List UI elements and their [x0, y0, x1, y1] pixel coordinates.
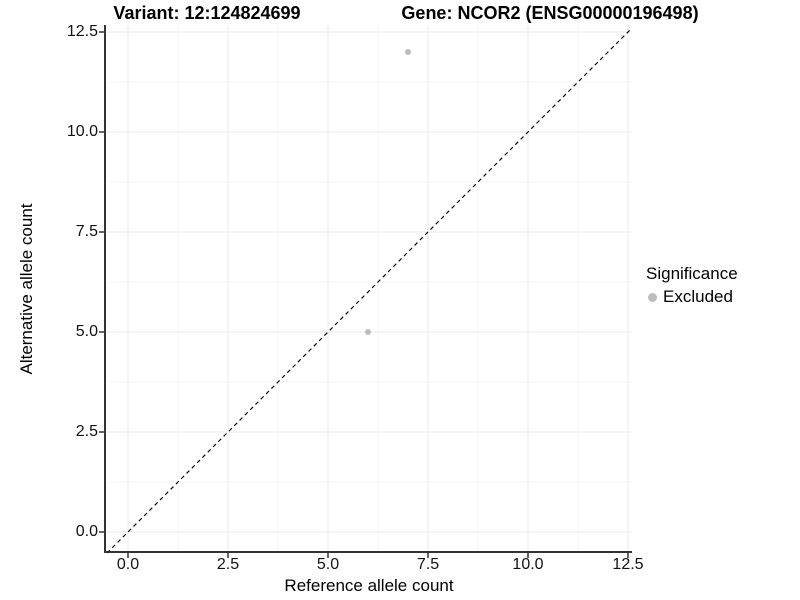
y-tick-label: 5.0: [75, 323, 98, 340]
x-axis-title: Reference allele count: [284, 576, 454, 595]
x-tick-label: 10.0: [512, 556, 544, 573]
y-tick-label: 12.5: [66, 23, 98, 40]
x-tick-label: 2.5: [216, 556, 240, 573]
x-tick-label: 12.5: [612, 556, 644, 573]
data-point: [405, 49, 411, 55]
y-tick-label: 10.0: [66, 123, 98, 140]
y-axis-title: Alternative allele count: [17, 203, 36, 375]
y-tick-label: 0.0: [75, 523, 98, 540]
y-tick-label: 2.5: [75, 423, 98, 440]
x-tick-label: 0.0: [116, 556, 140, 573]
legend-item-label: Excluded: [663, 287, 733, 306]
legend: Significance Excluded: [646, 264, 738, 307]
legend-items: Excluded: [646, 287, 738, 307]
gene-title: Gene: NCOR2 (ENSG00000196498): [401, 3, 699, 23]
variant-title: Variant: 12:124824699: [113, 3, 301, 23]
plot-panel: [99, 25, 633, 558]
x-tick-label: 7.5: [416, 556, 440, 573]
legend-item: Excluded: [646, 287, 738, 307]
identity-line: [106, 27, 633, 554]
x-tick-label: 5.0: [316, 556, 340, 573]
legend-key-dot-icon: [648, 292, 657, 302]
data-point: [365, 329, 371, 335]
y-tick-label: 7.5: [75, 223, 98, 240]
legend-title: Significance: [646, 264, 738, 283]
